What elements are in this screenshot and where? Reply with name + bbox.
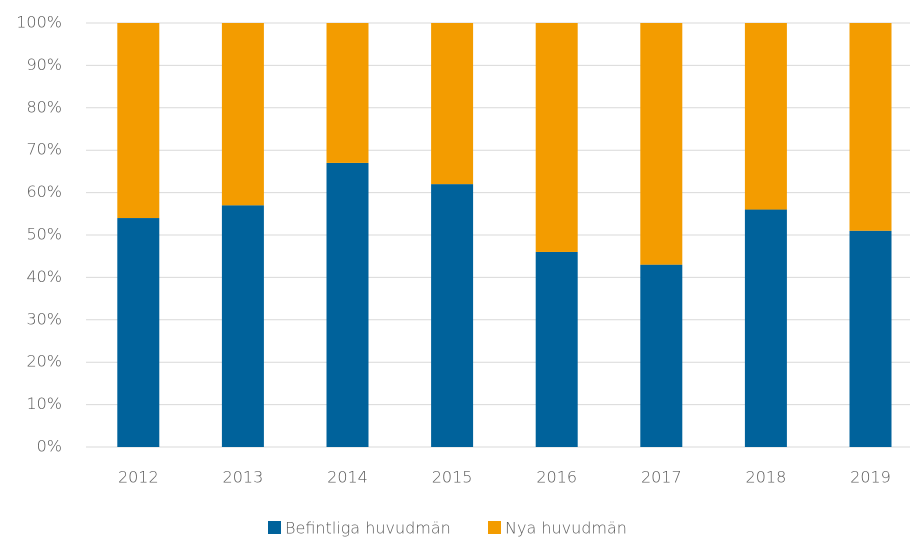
bar-segment: [117, 23, 160, 219]
bar-segment: [744, 209, 787, 447]
x-tick-label: 2017: [641, 468, 682, 487]
y-tick-label: 20%: [26, 352, 62, 371]
y-tick-label: 30%: [26, 309, 62, 328]
bar-segment: [849, 230, 892, 447]
x-tick-label: 2014: [327, 468, 368, 487]
bar-segment: [221, 23, 264, 206]
y-tick-label: 10%: [26, 394, 62, 413]
y-tick-label: 100%: [16, 13, 62, 32]
y-tick-label: 40%: [26, 267, 62, 286]
y-tick-label: 70%: [26, 140, 62, 159]
y-tick-label: 80%: [26, 97, 62, 116]
x-tick-label: 2013: [223, 468, 264, 487]
bar-segment: [640, 23, 683, 265]
bar-segment: [535, 251, 578, 447]
bar-segment: [640, 264, 683, 447]
legend-swatch: [268, 521, 281, 534]
y-tick-label: 90%: [26, 55, 62, 74]
legend-label: Nya huvudmän: [505, 519, 627, 538]
x-tick-label: 2019: [850, 468, 891, 487]
y-tick-label: 50%: [26, 225, 62, 244]
bar-segment: [431, 184, 474, 447]
y-tick-label: 60%: [26, 182, 62, 201]
x-tick-label: 2018: [746, 468, 787, 487]
bar-segment: [326, 23, 369, 163]
x-tick-label: 2015: [432, 468, 473, 487]
x-tick-label: 2016: [536, 468, 577, 487]
x-tick-label: 2012: [118, 468, 159, 487]
legend-swatch: [488, 521, 501, 534]
bar-segment: [431, 23, 474, 185]
bar-segment: [221, 205, 264, 447]
bar-segment: [326, 162, 369, 448]
legend-label: Befintliga huvudmän: [285, 519, 451, 538]
bar-segment: [535, 23, 578, 252]
bar-segment: [849, 23, 892, 231]
bar-segment: [117, 218, 160, 447]
y-tick-label: 0%: [37, 437, 62, 456]
bar-segment: [744, 23, 787, 210]
